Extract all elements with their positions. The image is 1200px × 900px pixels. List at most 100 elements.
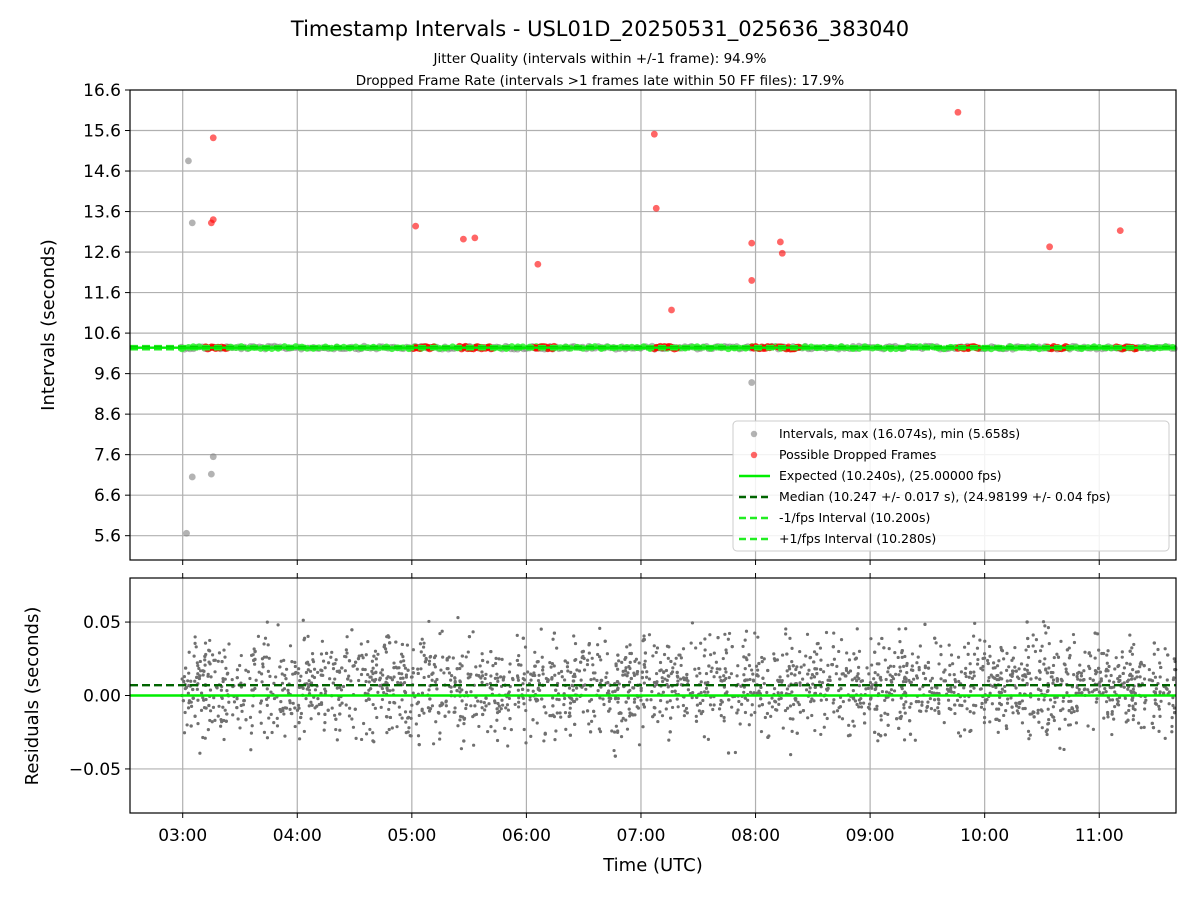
residual-point — [304, 670, 309, 675]
residual-point — [1015, 675, 1020, 679]
dropped-frame-outlier-point — [652, 204, 660, 212]
residual-point — [1025, 663, 1029, 667]
residual-point — [306, 668, 310, 672]
residual-point — [1034, 638, 1039, 642]
residual-point — [667, 738, 671, 742]
residual-point — [905, 663, 909, 668]
residual-point — [970, 676, 975, 680]
residual-point — [541, 665, 545, 669]
residual-point — [613, 730, 617, 734]
residual-point — [1023, 706, 1027, 711]
residual-point — [914, 700, 919, 704]
residual-point — [397, 671, 401, 675]
residual-point — [897, 627, 901, 631]
residual-point — [727, 631, 732, 636]
residual-point — [323, 721, 327, 725]
residual-point — [689, 641, 693, 645]
residual-point — [267, 656, 271, 660]
residual-point — [652, 680, 657, 685]
residual-point — [832, 698, 836, 702]
residual-point — [790, 660, 794, 664]
residual-point — [887, 647, 891, 651]
residual-point — [898, 669, 903, 673]
residual-point — [1124, 711, 1128, 715]
residual-point — [1020, 721, 1025, 725]
residual-point — [766, 668, 770, 673]
residual-point — [908, 705, 912, 709]
residual-point — [477, 724, 481, 729]
residual-point — [621, 716, 625, 720]
residual-point — [682, 714, 686, 718]
residual-point — [403, 710, 408, 714]
residual-point — [1045, 732, 1049, 737]
residual-point — [1045, 671, 1049, 675]
residual-point — [507, 690, 511, 694]
residual-point — [886, 723, 890, 727]
top-plot-area — [130, 108, 1178, 537]
residual-point — [433, 680, 437, 684]
residual-point — [617, 659, 621, 663]
residual-point — [630, 712, 634, 716]
residual-point — [575, 697, 579, 701]
residual-point — [364, 653, 368, 657]
residual-point — [404, 673, 409, 677]
residual-point — [557, 697, 561, 702]
residual-point — [1075, 704, 1079, 708]
residual-point — [981, 668, 985, 672]
residual-point — [209, 675, 213, 679]
residual-point — [1130, 646, 1134, 650]
residual-point — [1065, 648, 1069, 652]
residual-point — [374, 677, 378, 682]
residual-point — [985, 658, 990, 663]
residual-point — [199, 708, 204, 713]
residual-point — [777, 702, 781, 706]
dropped-frame-outlier-point — [412, 222, 420, 230]
residual-point — [324, 651, 329, 655]
residual-point — [1151, 726, 1156, 730]
residual-point — [798, 681, 802, 685]
residual-point — [546, 679, 550, 684]
residual-point — [480, 652, 484, 656]
residual-point — [235, 676, 239, 680]
residual-point — [1163, 736, 1167, 741]
residual-point — [366, 672, 370, 677]
residual-point — [898, 710, 902, 714]
residual-point — [242, 698, 246, 703]
residual-point — [579, 660, 583, 664]
residual-point — [366, 640, 370, 644]
residual-point — [736, 664, 740, 668]
residual-point — [1043, 657, 1047, 661]
top-axes-frame — [129, 89, 1177, 561]
residual-point — [481, 658, 485, 663]
residual-point — [851, 719, 855, 723]
residual-point — [693, 667, 697, 671]
residual-point — [609, 696, 613, 701]
residual-point — [354, 736, 358, 740]
residual-point — [1158, 690, 1162, 694]
residual-point — [812, 675, 817, 679]
residual-point — [1087, 664, 1091, 668]
residual-point — [487, 702, 491, 706]
residual-point — [1142, 677, 1147, 681]
residual-point — [873, 671, 877, 675]
residual-point — [195, 661, 199, 665]
residual-point — [965, 707, 969, 711]
residual-point — [282, 658, 286, 662]
residual-point — [388, 715, 393, 720]
residual-point — [918, 687, 922, 691]
residual-point — [311, 660, 316, 664]
residual-point — [711, 707, 715, 712]
residual-point — [549, 714, 554, 718]
residual-point — [904, 691, 908, 695]
residual-point — [1086, 688, 1090, 692]
residual-point — [281, 709, 285, 713]
residual-point — [288, 644, 293, 648]
residual-point — [1082, 669, 1086, 673]
residual-point — [1106, 715, 1110, 719]
residual-point — [674, 656, 678, 660]
residual-point — [471, 630, 475, 634]
residual-point — [302, 729, 306, 734]
residual-point — [1064, 667, 1068, 671]
residual-point — [873, 730, 877, 734]
residual-point — [1010, 674, 1014, 678]
